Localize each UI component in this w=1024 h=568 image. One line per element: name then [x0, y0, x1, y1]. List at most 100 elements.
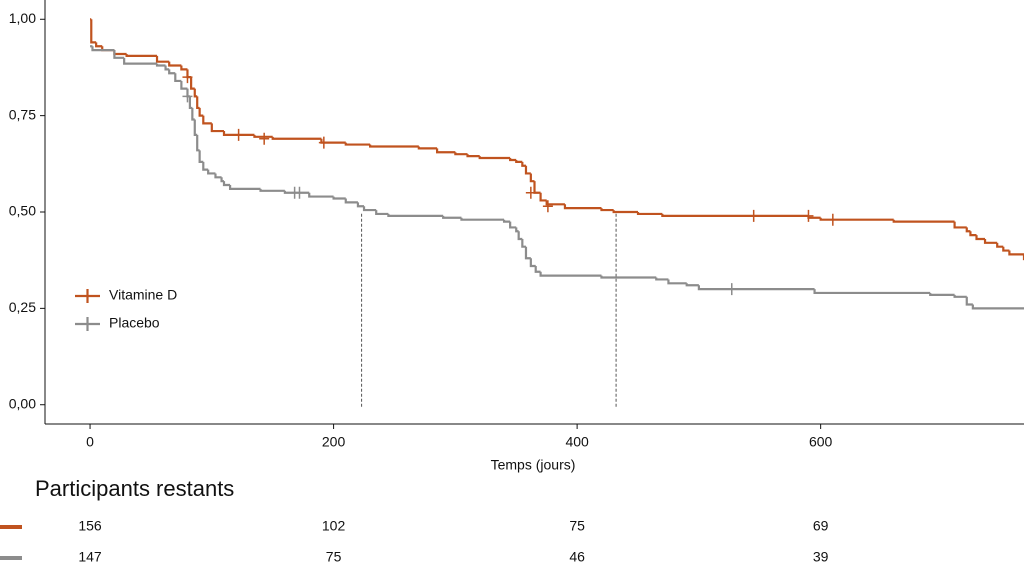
km-step — [929, 292, 955, 296]
km-step — [996, 242, 1004, 248]
censor-mark — [827, 213, 838, 226]
km-step — [685, 283, 699, 287]
km-step — [193, 88, 198, 98]
km-step — [454, 152, 468, 156]
km-step — [1002, 246, 1010, 252]
km-step — [196, 96, 200, 110]
km-step — [210, 123, 224, 133]
km-step — [375, 210, 389, 216]
km-step — [969, 231, 977, 237]
km-step — [222, 131, 255, 137]
x-tick-label: 0 — [86, 434, 94, 450]
x-tick-label: 400 — [565, 434, 589, 450]
km-step — [892, 219, 955, 223]
km-step — [228, 185, 261, 190]
km-step — [460, 217, 505, 221]
km-step — [155, 55, 170, 63]
km-step — [168, 61, 182, 67]
x-axis-label: Temps (jours) — [491, 457, 576, 473]
km-step — [190, 77, 195, 90]
km-step — [636, 212, 663, 216]
y-tick-label: 0,75 — [9, 106, 36, 122]
km-step — [975, 235, 986, 241]
km-step — [466, 154, 480, 158]
km-step — [253, 134, 273, 138]
km-step — [521, 238, 526, 248]
censor-mark — [294, 186, 305, 199]
km-step — [202, 161, 209, 171]
km-step — [220, 177, 224, 183]
y-tick-label: 0,00 — [9, 395, 36, 411]
risk-count: 46 — [569, 549, 585, 565]
km-step — [198, 107, 204, 117]
censor-mark — [182, 71, 193, 84]
km-step — [953, 221, 967, 229]
risk-count: 39 — [813, 549, 829, 565]
km-step — [193, 119, 198, 137]
km-step — [545, 200, 565, 206]
km-step — [521, 161, 526, 167]
y-tick-label: 1,00 — [9, 10, 36, 26]
censor-mark — [525, 186, 536, 199]
km-step — [661, 213, 809, 217]
risk-count: 147 — [78, 549, 102, 565]
km-step — [533, 181, 541, 194]
km-step — [965, 227, 971, 233]
km-step — [344, 142, 371, 146]
km-step — [502, 219, 511, 223]
risk-count: 75 — [326, 549, 342, 565]
legend-swatch — [75, 317, 100, 331]
km-step — [697, 285, 815, 291]
km-step — [344, 198, 358, 204]
km-step — [180, 80, 188, 90]
km-step — [198, 150, 204, 163]
km-step — [188, 96, 193, 110]
censor-mark — [318, 136, 329, 149]
y-tick-label: 0,25 — [9, 299, 36, 315]
km-step — [819, 217, 894, 221]
km-step — [356, 202, 365, 208]
x-tick-label: 200 — [322, 434, 346, 450]
km-step — [196, 134, 200, 152]
km-step — [529, 258, 536, 268]
risk-count: 69 — [813, 518, 829, 534]
y-tick-label: 0,50 — [9, 203, 36, 219]
km-step — [125, 53, 158, 57]
km-step — [983, 238, 998, 244]
km-step — [180, 65, 188, 71]
km-step — [271, 136, 322, 140]
km-step — [563, 204, 602, 210]
km-step — [168, 69, 176, 75]
km-step — [515, 227, 519, 233]
censor-mark — [233, 128, 244, 141]
legend-label: Vitamine D — [109, 287, 177, 303]
censor-mark — [259, 132, 270, 145]
km-step — [387, 213, 444, 217]
km-step — [442, 215, 462, 219]
km-step — [369, 144, 419, 148]
km-step — [164, 65, 170, 71]
km-step — [435, 148, 456, 154]
km-step — [417, 146, 438, 150]
km-step — [655, 277, 669, 281]
km-step — [191, 107, 195, 121]
km-step — [90, 19, 97, 44]
censor-mark — [726, 283, 737, 296]
risk-count: 102 — [322, 518, 346, 534]
km-step — [953, 294, 967, 298]
km-step — [524, 165, 531, 175]
km-step — [214, 173, 222, 179]
risk-count: 156 — [78, 518, 102, 534]
km-step — [259, 188, 285, 192]
km-step — [91, 46, 115, 52]
censor-mark — [542, 200, 553, 213]
km-step — [123, 57, 158, 65]
censor-mark — [182, 90, 193, 103]
x-tick-label: 600 — [809, 434, 833, 450]
km-step — [113, 50, 127, 56]
km-step — [813, 289, 931, 295]
km-step — [529, 173, 535, 183]
km-step — [539, 271, 602, 277]
km-step — [362, 206, 377, 212]
